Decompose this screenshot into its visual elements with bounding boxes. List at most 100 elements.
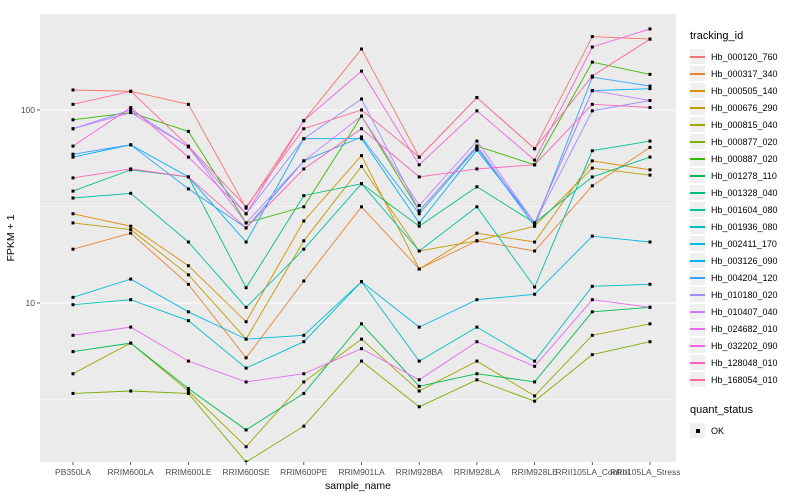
data-point <box>648 37 652 41</box>
data-point <box>71 152 75 156</box>
data-point <box>590 284 594 288</box>
data-point <box>71 118 75 122</box>
data-point <box>186 387 190 391</box>
legend-key-line-icon <box>690 338 705 353</box>
legend-item: Hb_000676_290 <box>690 99 800 116</box>
data-point <box>71 102 75 106</box>
data-point <box>590 166 594 170</box>
data-point <box>360 347 363 351</box>
data-point <box>302 127 306 131</box>
legend-item: Hb_010180_020 <box>690 286 800 303</box>
data-point <box>71 391 75 395</box>
legend-items: Hb_000120_760 Hb_000317_340 Hb_000505_140 H… <box>682 48 800 388</box>
y-axis-title: FPKM + 1 <box>5 214 17 261</box>
data-point <box>71 333 75 337</box>
data-point <box>590 60 594 64</box>
legend-item-label: Hb_000120_760 <box>711 51 778 62</box>
data-point <box>417 224 421 228</box>
data-point <box>648 139 652 143</box>
legend-key-line-icon <box>690 185 705 200</box>
plot-panel <box>40 14 676 462</box>
data-point <box>590 310 594 314</box>
data-point <box>360 182 363 186</box>
data-point <box>475 372 479 376</box>
data-point <box>302 205 306 209</box>
data-point <box>648 84 652 88</box>
data-point <box>475 167 479 171</box>
data-point <box>533 158 537 162</box>
data-point <box>417 359 421 363</box>
legend-item: Hb_010407_040 <box>690 303 800 320</box>
legend-key-line-icon <box>690 253 705 268</box>
data-point <box>475 185 479 189</box>
legend-key-line-icon <box>690 270 705 285</box>
data-point <box>360 164 363 168</box>
legend-item: Hb_001604_080 <box>690 201 800 218</box>
data-point <box>71 127 75 131</box>
data-point <box>648 305 652 309</box>
data-point <box>360 108 363 112</box>
legend-item-label: Hb_024682_010 <box>711 323 778 334</box>
legend-item-label: Hb_000815_040 <box>711 119 778 130</box>
data-point <box>186 389 190 393</box>
data-point <box>590 45 594 49</box>
data-point <box>244 460 248 462</box>
data-point <box>302 219 306 223</box>
data-point <box>475 109 479 113</box>
data-point <box>186 144 190 148</box>
x-tick-label: RRIM928LE <box>511 467 558 477</box>
data-point <box>417 163 421 167</box>
data-point <box>186 319 190 323</box>
data-point <box>417 384 421 388</box>
legend-key-line-icon <box>690 372 705 387</box>
data-point <box>648 322 652 326</box>
data-point <box>590 74 594 78</box>
data-point <box>129 231 133 235</box>
data-point <box>71 247 75 251</box>
legend-item: Hb_000120_760 <box>690 48 800 65</box>
legend-key-line-icon <box>690 287 705 302</box>
data-point <box>244 286 248 290</box>
legend-key-line-icon <box>690 168 705 183</box>
data-point <box>417 405 421 409</box>
data-point <box>533 240 537 244</box>
data-point <box>244 205 248 209</box>
legend-item: Hb_128048_010 <box>690 354 800 371</box>
data-point <box>244 221 248 225</box>
legend-item-label: Hb_010180_020 <box>711 289 778 300</box>
data-point <box>71 350 75 354</box>
legend-item: Hb_001936_080 <box>690 218 800 235</box>
data-point <box>475 205 479 209</box>
data-point <box>302 391 306 395</box>
legend-item-label: Hb_001604_080 <box>711 204 778 215</box>
data-point <box>475 298 479 302</box>
data-point <box>186 391 190 395</box>
legend-key-line-icon <box>690 151 705 166</box>
x-tick-label: RRII105LA_Stressed <box>610 467 680 477</box>
data-point <box>302 167 306 171</box>
data-point <box>71 372 75 376</box>
data-point <box>417 389 421 393</box>
data-point <box>360 97 363 101</box>
x-tick-label: PB350LA <box>55 467 91 477</box>
data-point <box>533 163 537 167</box>
legend-item-label: Hb_002411_170 <box>711 238 777 249</box>
data-point <box>129 277 133 281</box>
data-point <box>533 380 537 384</box>
data-point <box>648 145 652 149</box>
data-point <box>533 364 537 368</box>
data-point <box>648 168 652 172</box>
legend-item-label: Hb_001936_080 <box>711 221 778 232</box>
data-point <box>590 353 594 357</box>
data-point <box>302 239 306 243</box>
x-tick-label: RRII105LA_Control <box>555 467 629 477</box>
data-point <box>302 137 306 141</box>
legend-item-label: Hb_000676_290 <box>711 102 778 113</box>
data-point <box>244 445 248 449</box>
data-point <box>244 356 248 360</box>
data-point <box>590 184 594 188</box>
data-point <box>360 135 363 139</box>
legend2-items: OK <box>682 422 800 439</box>
x-tick-label: RRIM600LA <box>108 467 155 477</box>
legend-item-label: Hb_001278_110 <box>711 170 777 181</box>
